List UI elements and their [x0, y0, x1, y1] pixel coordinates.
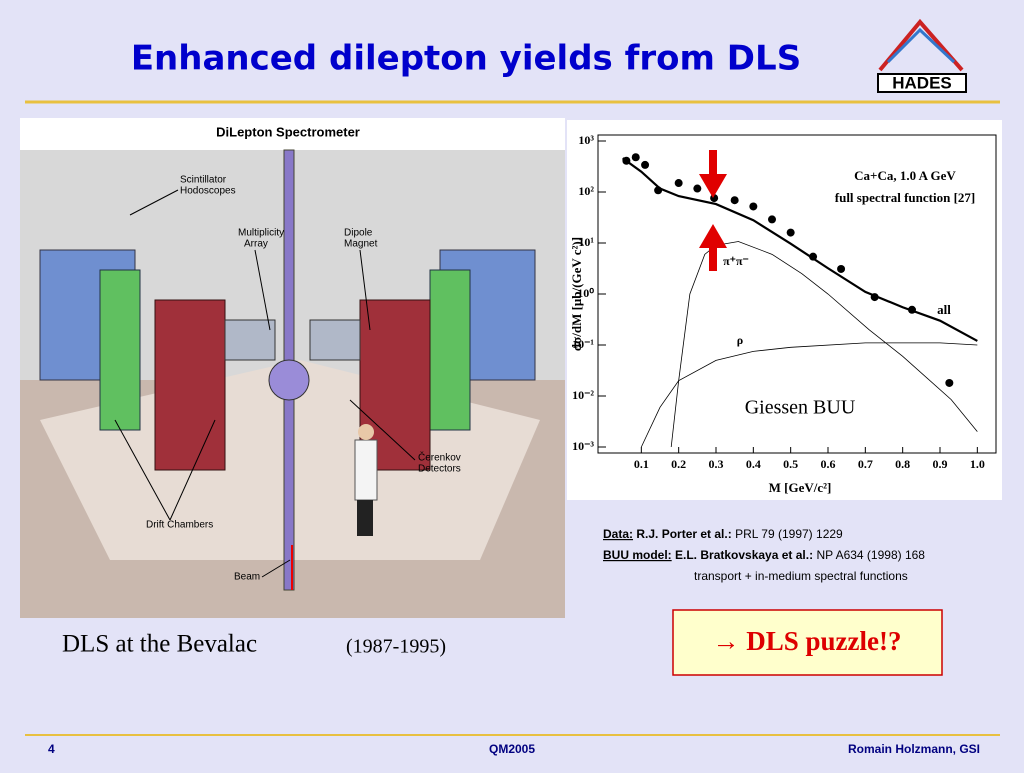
y-tick-label: 10⁻¹ — [572, 337, 594, 351]
annotation: full spectral function [27] — [835, 190, 975, 205]
data-point — [786, 228, 795, 237]
data-point — [809, 252, 818, 261]
annotation: Giessen BUU — [745, 397, 856, 419]
data-point — [654, 186, 663, 195]
author: Romain Holzmann, GSI — [848, 742, 980, 756]
annotation: π⁺π⁻ — [723, 254, 749, 268]
annotation: ρ — [737, 333, 743, 347]
figure-label: Hodoscopes — [180, 186, 236, 197]
reference-note: transport + in-medium spectral functions — [694, 569, 908, 583]
plot-background — [567, 120, 1002, 500]
data-point — [631, 153, 640, 162]
x-tick-label: 0.4 — [746, 457, 761, 471]
data-point — [693, 184, 702, 193]
figure-title: DiLepton Spectrometer — [216, 124, 360, 139]
figure-caption: DLS at the Bevalac — [62, 631, 257, 658]
reference-label: BUU model: — [603, 548, 672, 562]
reference-authors: E.L. Bratkovskaya et al.: — [675, 548, 813, 562]
figure-label: Multiplicity — [238, 228, 284, 239]
page-number: 4 — [48, 742, 55, 756]
data-point — [945, 378, 954, 387]
annotation: all — [937, 302, 951, 317]
annotation: Ca+Ca, 1.0 A GeV — [854, 168, 956, 183]
data-point — [641, 160, 650, 169]
x-tick-label: 0.6 — [821, 457, 836, 471]
curve — [670, 241, 978, 448]
figure-label: Detectors — [418, 464, 461, 475]
data-point — [730, 196, 739, 205]
y-tick-label: 10² — [578, 184, 594, 198]
reference-citation: PRL 79 (1997) 1229 — [735, 527, 843, 541]
logo: HADES — [877, 18, 967, 93]
x-tick-label: 0.7 — [858, 457, 873, 471]
data-point — [870, 293, 879, 302]
x-tick-label: 0.2 — [671, 457, 686, 471]
x-tick-label: 0.8 — [895, 457, 910, 471]
y-tick-label: 10⁻³ — [572, 439, 594, 453]
data-point — [837, 264, 846, 273]
data-point — [749, 202, 758, 211]
data-point — [622, 156, 631, 165]
detector-figure: DiLepton Spectrometer Scintillator Hodos… — [20, 118, 565, 618]
figure-label: Beam — [234, 572, 260, 583]
figure-label: Magnet — [344, 239, 378, 250]
plot: 0.1 0.2 0.3 0.4 0.5 0.6 0.7 0.8 0.9 1.0 10³ 10² 10¹ 1… — [569, 133, 997, 495]
data-point — [908, 305, 916, 314]
data-point — [768, 215, 776, 224]
slide-title: Enhanced dilepton yields from DLS — [131, 39, 801, 79]
y-tick-label: 10⁰ — [577, 286, 594, 300]
figure-years: (1987-1995) — [346, 636, 446, 658]
x-tick-label: 1.0 — [970, 457, 985, 471]
curve — [640, 342, 978, 448]
figure-label: Scintillator — [180, 175, 227, 186]
reference-citation: NP A634 (1998) 168 — [816, 548, 925, 562]
y-tick-label: 10⁻² — [572, 388, 594, 402]
x-tick-label: 0.5 — [783, 457, 798, 471]
conference: QM2005 — [489, 742, 535, 756]
puzzle-text: → DLS puzzle!? — [713, 626, 902, 656]
y-tick-label: 10³ — [578, 133, 594, 147]
data-point — [674, 179, 683, 188]
figure-label: Drift Chambers — [146, 520, 213, 531]
puzzle-box — [672, 609, 943, 676]
reference: BUU model: E.L. Bratkovskaya et al.: NP … — [603, 548, 925, 562]
figure-label: Array — [244, 239, 268, 250]
red-arrows — [699, 150, 727, 271]
y-tick-label: 10¹ — [578, 235, 594, 249]
x-axis-label: M [GeV/c²] — [769, 480, 832, 495]
logo-text: HADES — [892, 73, 952, 92]
x-tick-label: 0.3 — [709, 457, 724, 471]
reference-authors: R.J. Porter et al.: — [636, 527, 731, 541]
figure-label: Čerenkov — [418, 451, 461, 464]
x-tick-label: 0.1 — [634, 457, 649, 471]
figure-label: Dipole — [344, 228, 373, 239]
y-axis-label: dσ/dM [μb/(GeV c²)] — [569, 237, 584, 351]
reference: Data: R.J. Porter et al.: PRL 79 (1997) … — [603, 527, 843, 541]
reference-label: Data: — [603, 527, 633, 541]
x-tick-label: 0.9 — [933, 457, 948, 471]
